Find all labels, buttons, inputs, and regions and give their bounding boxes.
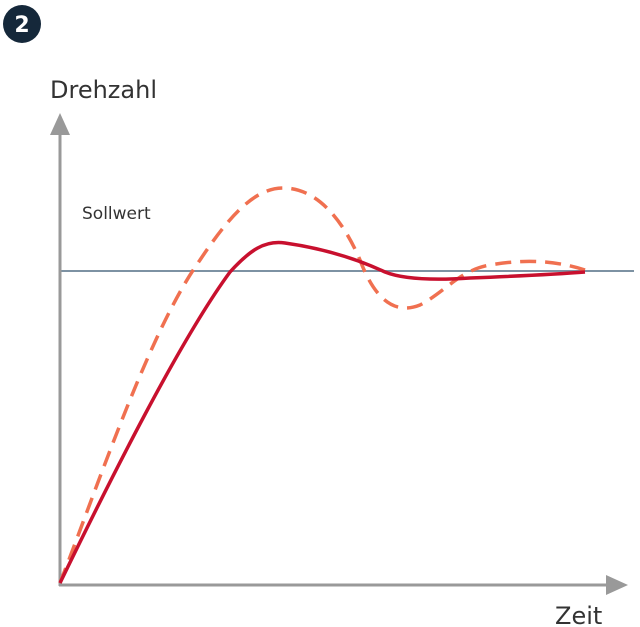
reference-label: Sollwert [82,204,151,224]
y-axis-arrow [50,113,70,135]
y-axis-label: Drehzahl [50,76,157,104]
x-axis-arrow [606,575,628,595]
solid-response-curve [58,240,586,584]
badge-text: 2 [14,13,29,38]
x-axis-label: Zeit [555,602,602,627]
dashed-response-curve [58,186,586,584]
badge-circle [3,5,41,43]
